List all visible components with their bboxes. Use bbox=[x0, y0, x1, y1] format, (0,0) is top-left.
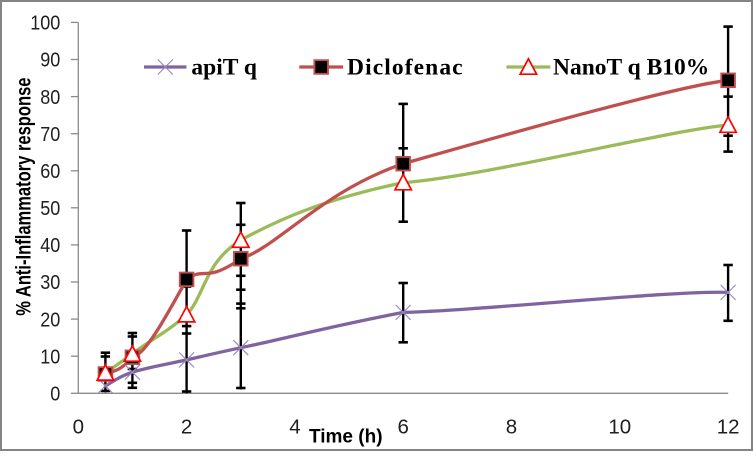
svg-text:6: 6 bbox=[397, 415, 408, 438]
svg-text:2: 2 bbox=[181, 415, 192, 438]
svg-text:50: 50 bbox=[40, 198, 60, 220]
svg-text:10: 10 bbox=[40, 346, 60, 368]
svg-text:10: 10 bbox=[608, 415, 631, 438]
svg-text:60: 60 bbox=[40, 161, 60, 183]
svg-text:90: 90 bbox=[40, 50, 60, 72]
svg-text:8: 8 bbox=[506, 415, 517, 438]
svg-text:% Anti-Inflammatory response: % Anti-Inflammatory response bbox=[13, 78, 37, 316]
svg-text:apiT q: apiT q bbox=[191, 54, 257, 80]
svg-text:20: 20 bbox=[40, 309, 60, 331]
svg-text:Diclofenac: Diclofenac bbox=[347, 54, 464, 80]
svg-text:40: 40 bbox=[40, 235, 60, 257]
svg-text:NanoT q B10%: NanoT q B10% bbox=[553, 54, 709, 80]
svg-text:Time (h): Time (h) bbox=[309, 426, 383, 447]
svg-text:0: 0 bbox=[73, 415, 84, 438]
svg-text:0: 0 bbox=[50, 384, 60, 406]
svg-text:4: 4 bbox=[289, 415, 300, 438]
svg-text:30: 30 bbox=[40, 272, 60, 294]
svg-text:12: 12 bbox=[717, 415, 740, 438]
svg-text:80: 80 bbox=[40, 87, 60, 109]
svg-text:70: 70 bbox=[40, 124, 60, 146]
svg-text:100: 100 bbox=[30, 13, 60, 35]
